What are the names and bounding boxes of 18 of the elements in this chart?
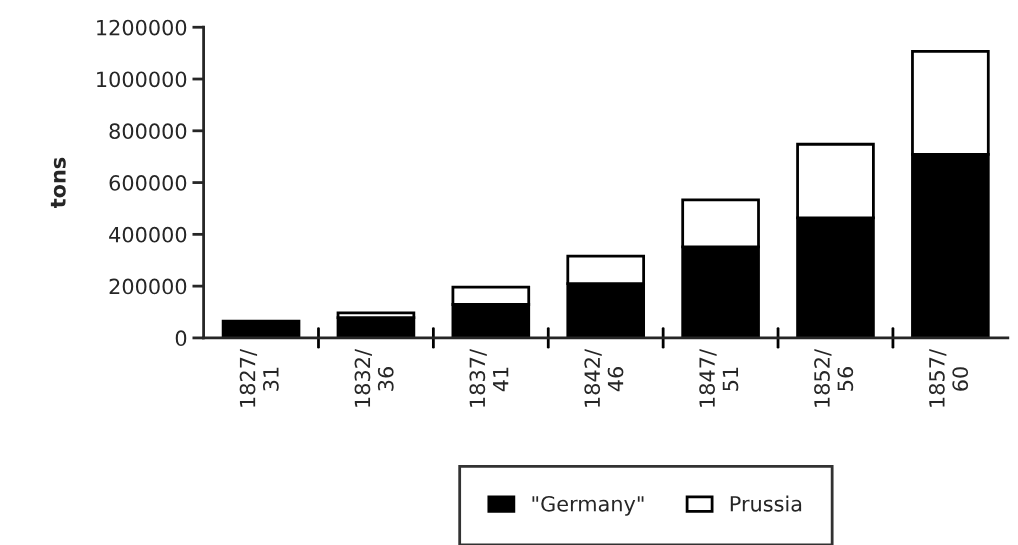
legend-label: "Germany" [532, 495, 644, 516]
x-tick-label: 1847/ 51 [699, 349, 739, 407]
y-axis-title: tons [50, 157, 66, 209]
y-tick-label: 800000 [109, 123, 187, 140]
y-tick-label: 400000 [109, 226, 187, 243]
x-tick-label: 1842/ 46 [584, 349, 624, 407]
y-tick-label: 0 [175, 330, 187, 347]
y-tick-label: 600000 [109, 175, 187, 191]
x-tick-label: 1832/ 36 [354, 349, 394, 407]
y-tick-label: 200000 [109, 278, 187, 295]
y-tick-label: 1200000 [97, 19, 187, 36]
x-tick-label: 1852/ 56 [814, 349, 854, 407]
x-tick-label: 1827/ 31 [239, 349, 279, 407]
bar [221, 319, 301, 338]
legend-label: Prussia [730, 495, 802, 512]
x-tick-label: 1857/ 60 [929, 349, 969, 407]
x-tick-label: 1837/ 41 [469, 349, 509, 407]
y-tick-label: 1000000 [97, 71, 187, 88]
